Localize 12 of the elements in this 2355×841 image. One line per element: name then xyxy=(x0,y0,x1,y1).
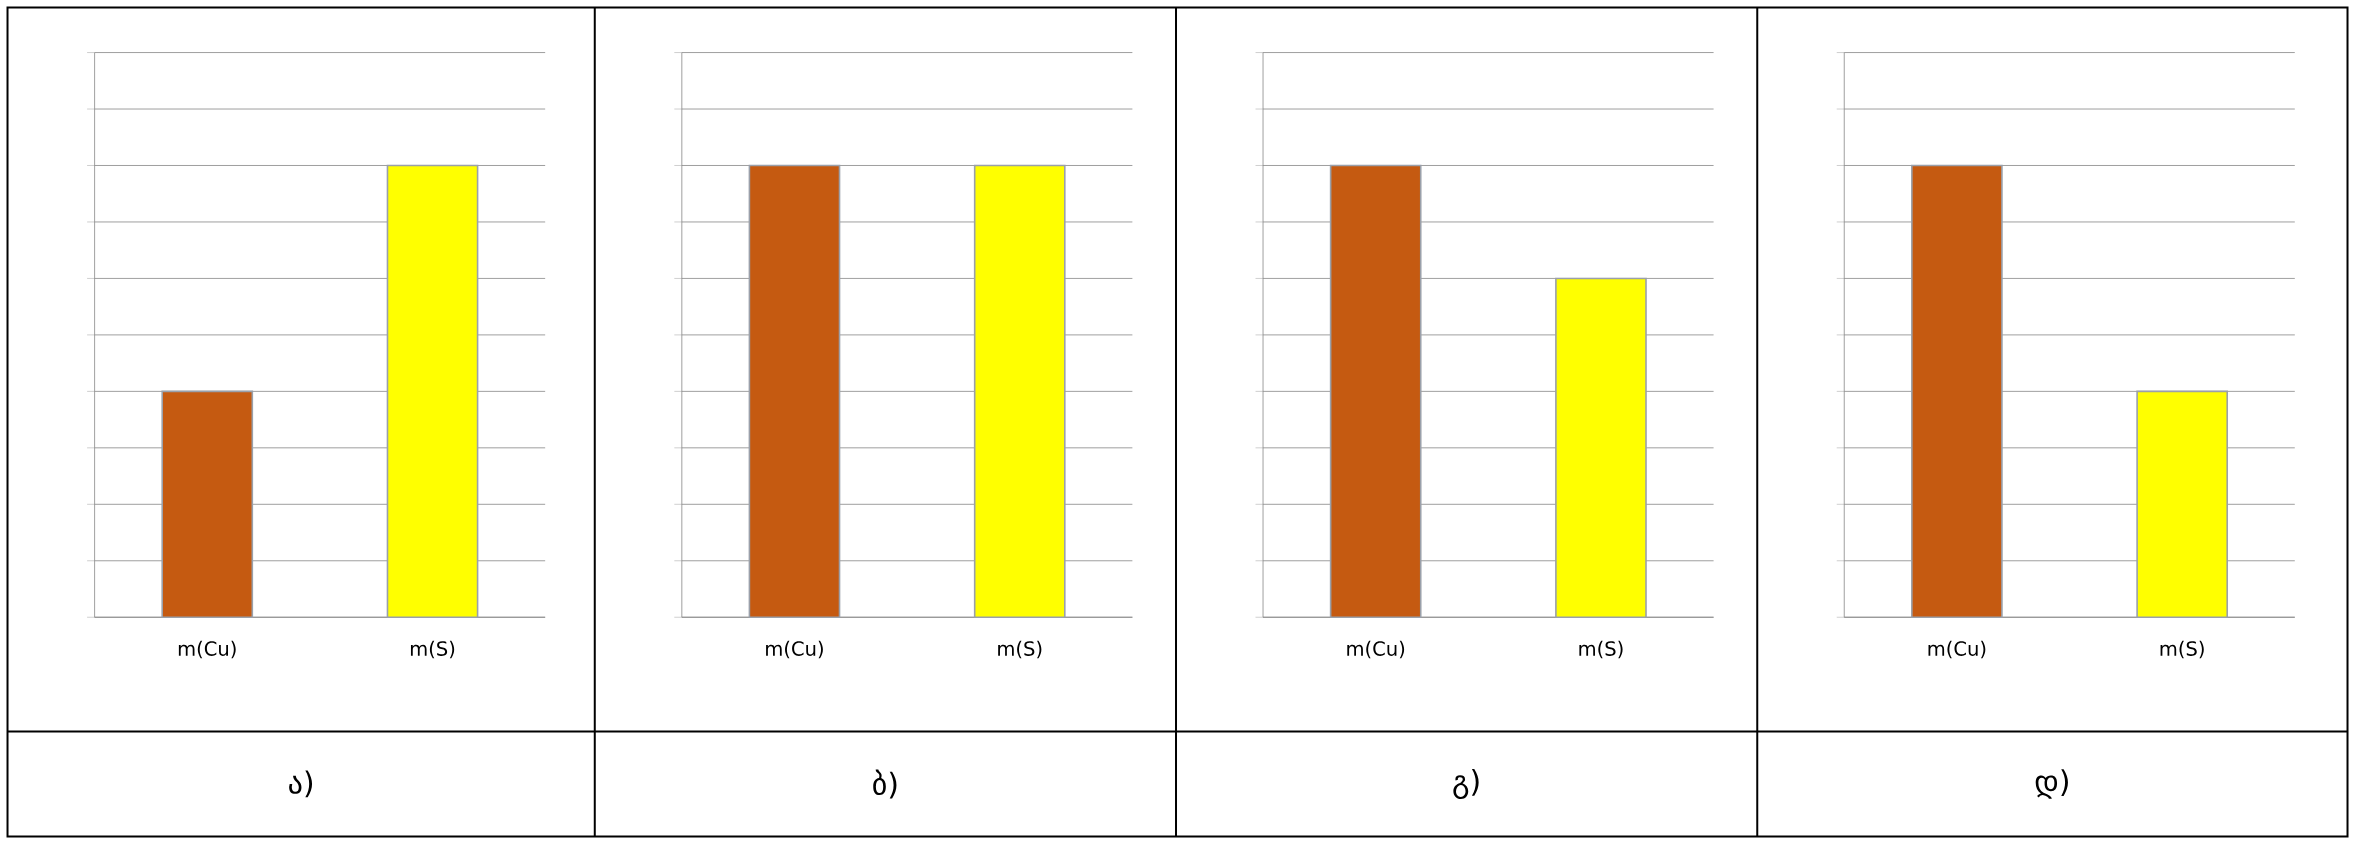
text: დ) xyxy=(2035,769,2068,799)
x-tick-label: m(S) xyxy=(1579,640,1623,659)
text: ბ) xyxy=(873,769,897,799)
x-tick-label: m(Cu) xyxy=(1347,640,1405,659)
x-tick-label: m(S) xyxy=(998,640,1042,659)
text: ა) xyxy=(289,770,313,798)
x-tick-label: m(S) xyxy=(410,640,455,659)
x-tick-label: m(Cu) xyxy=(766,640,823,659)
x-tick-label: m(S) xyxy=(2160,640,2204,659)
x-tick-label: m(Cu) xyxy=(1928,640,1986,659)
x-tick-label: m(Cu) xyxy=(178,640,236,659)
text: გ) xyxy=(1453,769,1479,799)
